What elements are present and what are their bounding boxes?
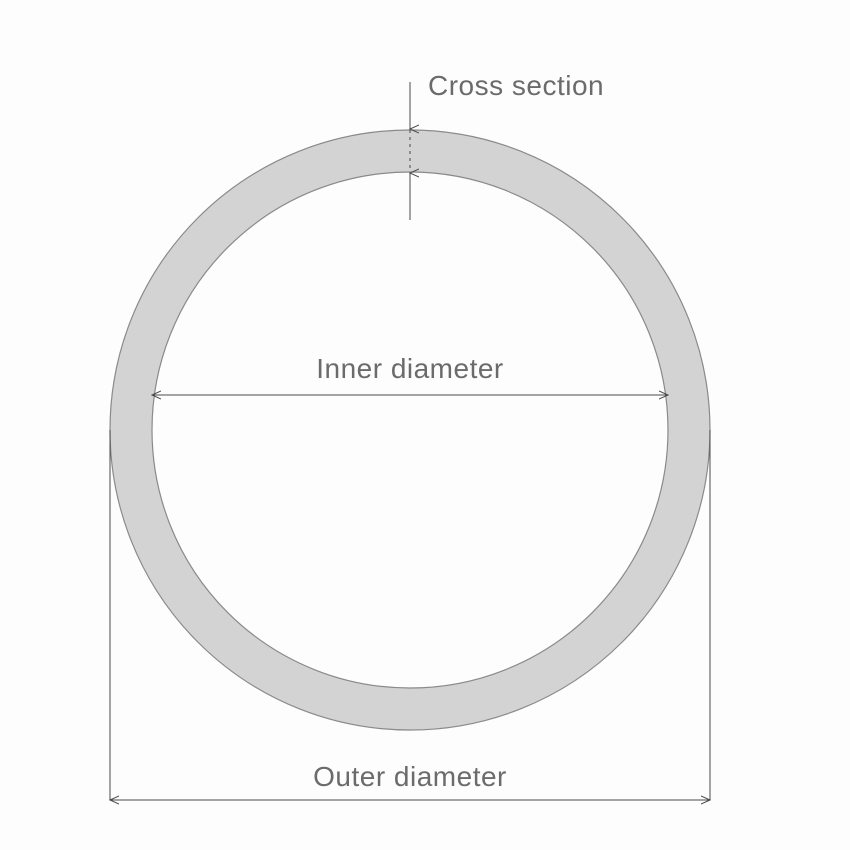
cross-section-label: Cross section (428, 70, 604, 101)
ring-diagram: Cross section Inner diameter Outer diame… (0, 0, 850, 850)
outer-diameter-label: Outer diameter (313, 761, 507, 792)
inner-diameter-label: Inner diameter (316, 353, 504, 384)
